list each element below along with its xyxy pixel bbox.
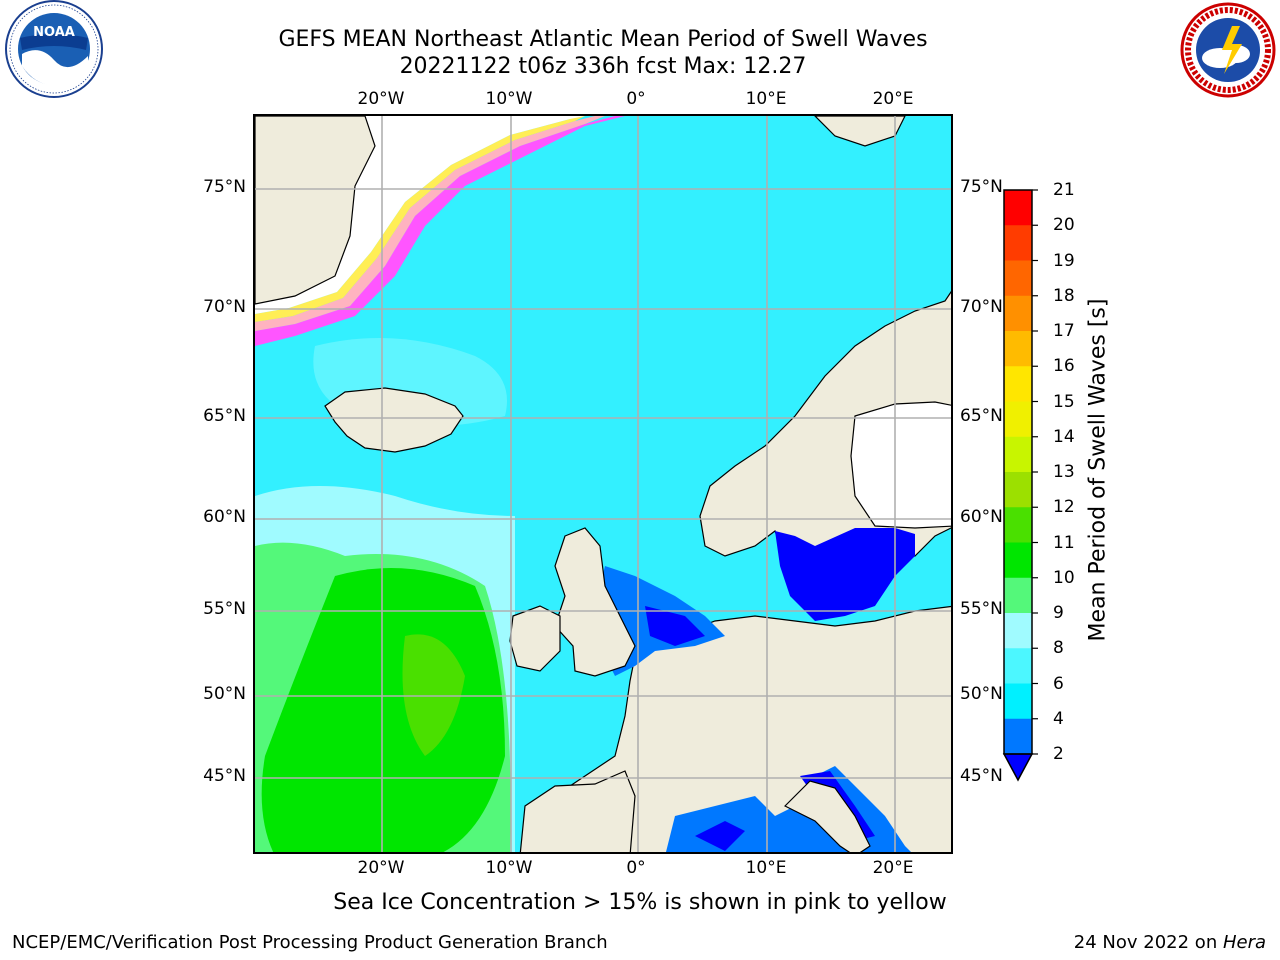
lat-label-right: 65°N <box>960 406 1003 426</box>
colorbar-bin <box>1004 507 1032 543</box>
lat-label-left: 50°N <box>203 684 246 704</box>
colorbar-bin <box>1004 542 1032 579</box>
map-canvas <box>255 116 951 852</box>
lat-label-left: 45°N <box>203 766 246 786</box>
sea-ice-note: Sea Ice Concentration > 15% is shown in … <box>333 890 947 915</box>
lat-label-left: 60°N <box>203 507 246 527</box>
lat-label-right: 60°N <box>960 507 1003 527</box>
colorbar-bin <box>1004 577 1032 614</box>
colorbar-bin <box>1004 190 1032 226</box>
colorbar-bin <box>1004 295 1032 332</box>
colorbar-bin <box>1004 613 1032 649</box>
colorbar-bin <box>1004 436 1032 473</box>
colorbar-extension <box>1002 753 1034 782</box>
lon-label-top: 20°E <box>872 89 914 109</box>
lon-label-top: 20°W <box>357 89 405 109</box>
lat-label-right: 70°N <box>960 297 1003 317</box>
colorbar-bin <box>1004 331 1032 367</box>
lat-label-left: 55°N <box>203 599 246 619</box>
lat-label-left: 65°N <box>203 406 246 426</box>
colorbar-tick-label: 19 <box>1053 250 1075 271</box>
noaa-logo: NOAA <box>5 0 103 98</box>
colorbar-bin <box>1004 225 1032 261</box>
colorbar-bin <box>1004 718 1032 755</box>
lon-label-top: 10°W <box>485 89 533 109</box>
lon-label-bottom: 10°E <box>745 858 787 878</box>
chart-title: GEFS MEAN Northeast Atlantic Mean Period… <box>278 27 928 52</box>
nws-logo <box>1180 2 1276 98</box>
lon-label-top: 10°E <box>745 89 787 109</box>
colorbar-tick-label: 6 <box>1053 673 1064 694</box>
colorbar-tick-label: 9 <box>1053 603 1064 623</box>
colorbar-bin <box>1004 648 1032 684</box>
colorbar-bin <box>1004 472 1032 508</box>
colorbar-bin <box>1004 401 1032 438</box>
lat-label-right: 50°N <box>960 684 1003 704</box>
colorbar-tick-label: 18 <box>1053 285 1075 306</box>
colorbar-tick-label: 21 <box>1053 180 1075 200</box>
footer-credit: NCEP/EMC/Verification Post Processing Pr… <box>12 932 608 953</box>
lat-label-left: 70°N <box>203 297 246 317</box>
colorbar-tick-label: 15 <box>1053 391 1075 412</box>
colorbar-tick-label: 13 <box>1053 462 1075 482</box>
lon-label-bottom: 20°W <box>357 858 405 878</box>
colorbar-tick-label: 2 <box>1053 744 1064 764</box>
colorbar <box>1002 189 1038 782</box>
lat-label-left: 75°N <box>203 177 246 197</box>
colorbar-bin <box>1004 366 1032 402</box>
chart-subtitle: 20221122 t06z 336h fcst Max: 12.27 <box>399 54 807 79</box>
colorbar-tick-label: 4 <box>1053 708 1064 729</box>
lon-label-bottom: 10°W <box>485 858 533 878</box>
colorbar-tick-label: 17 <box>1053 321 1075 341</box>
colorbar-tick-label: 12 <box>1053 497 1075 518</box>
colorbar-tick-label: 16 <box>1053 356 1075 377</box>
colorbar-title: Mean Period of Swell Waves [s] <box>1085 298 1111 642</box>
footer-host: Hera <box>1222 932 1266 953</box>
colorbar-tick-label: 20 <box>1053 215 1075 236</box>
colorbar-tick-label: 10 <box>1053 567 1075 588</box>
noaa-logo-text: NOAA <box>33 25 75 40</box>
colorbar-bin <box>1004 260 1032 297</box>
colorbar-tick-label: 14 <box>1053 426 1075 447</box>
graticule <box>255 116 951 852</box>
lat-label-right: 55°N <box>960 599 1003 619</box>
lon-label-bottom: 0° <box>626 858 646 878</box>
colorbar-tick-label: 11 <box>1053 532 1075 553</box>
lat-label-right: 45°N <box>960 766 1003 786</box>
lon-label-top: 0° <box>626 89 646 109</box>
lat-label-right: 75°N <box>960 177 1003 197</box>
lon-label-bottom: 20°E <box>872 858 914 878</box>
footer-date-text: 24 Nov 2022 on <box>1073 932 1223 953</box>
footer-date: 24 Nov 2022 on Hera <box>1074 932 1266 953</box>
colorbar-tick-label: 8 <box>1053 638 1064 659</box>
colorbar-bin <box>1004 683 1032 720</box>
swell-period-map <box>253 114 953 854</box>
